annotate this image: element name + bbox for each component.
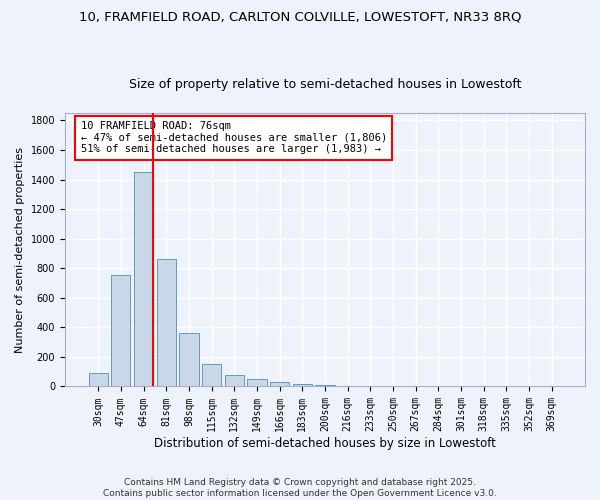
Text: 10 FRAMFIELD ROAD: 76sqm
← 47% of semi-detached houses are smaller (1,806)
51% o: 10 FRAMFIELD ROAD: 76sqm ← 47% of semi-d… bbox=[80, 121, 387, 154]
Text: Contains HM Land Registry data © Crown copyright and database right 2025.
Contai: Contains HM Land Registry data © Crown c… bbox=[103, 478, 497, 498]
Bar bbox=[293, 384, 312, 386]
Bar bbox=[134, 172, 153, 386]
Title: Size of property relative to semi-detached houses in Lowestoft: Size of property relative to semi-detach… bbox=[129, 78, 521, 91]
Bar bbox=[157, 258, 176, 386]
Bar bbox=[202, 364, 221, 386]
Bar bbox=[247, 380, 266, 386]
Bar bbox=[224, 376, 244, 386]
Text: 10, FRAMFIELD ROAD, CARLTON COLVILLE, LOWESTOFT, NR33 8RQ: 10, FRAMFIELD ROAD, CARLTON COLVILLE, LO… bbox=[79, 10, 521, 23]
X-axis label: Distribution of semi-detached houses by size in Lowestoft: Distribution of semi-detached houses by … bbox=[154, 437, 496, 450]
Y-axis label: Number of semi-detached properties: Number of semi-detached properties bbox=[15, 146, 25, 352]
Bar bbox=[89, 373, 108, 386]
Bar bbox=[179, 334, 199, 386]
Bar bbox=[111, 275, 130, 386]
Bar bbox=[270, 382, 289, 386]
